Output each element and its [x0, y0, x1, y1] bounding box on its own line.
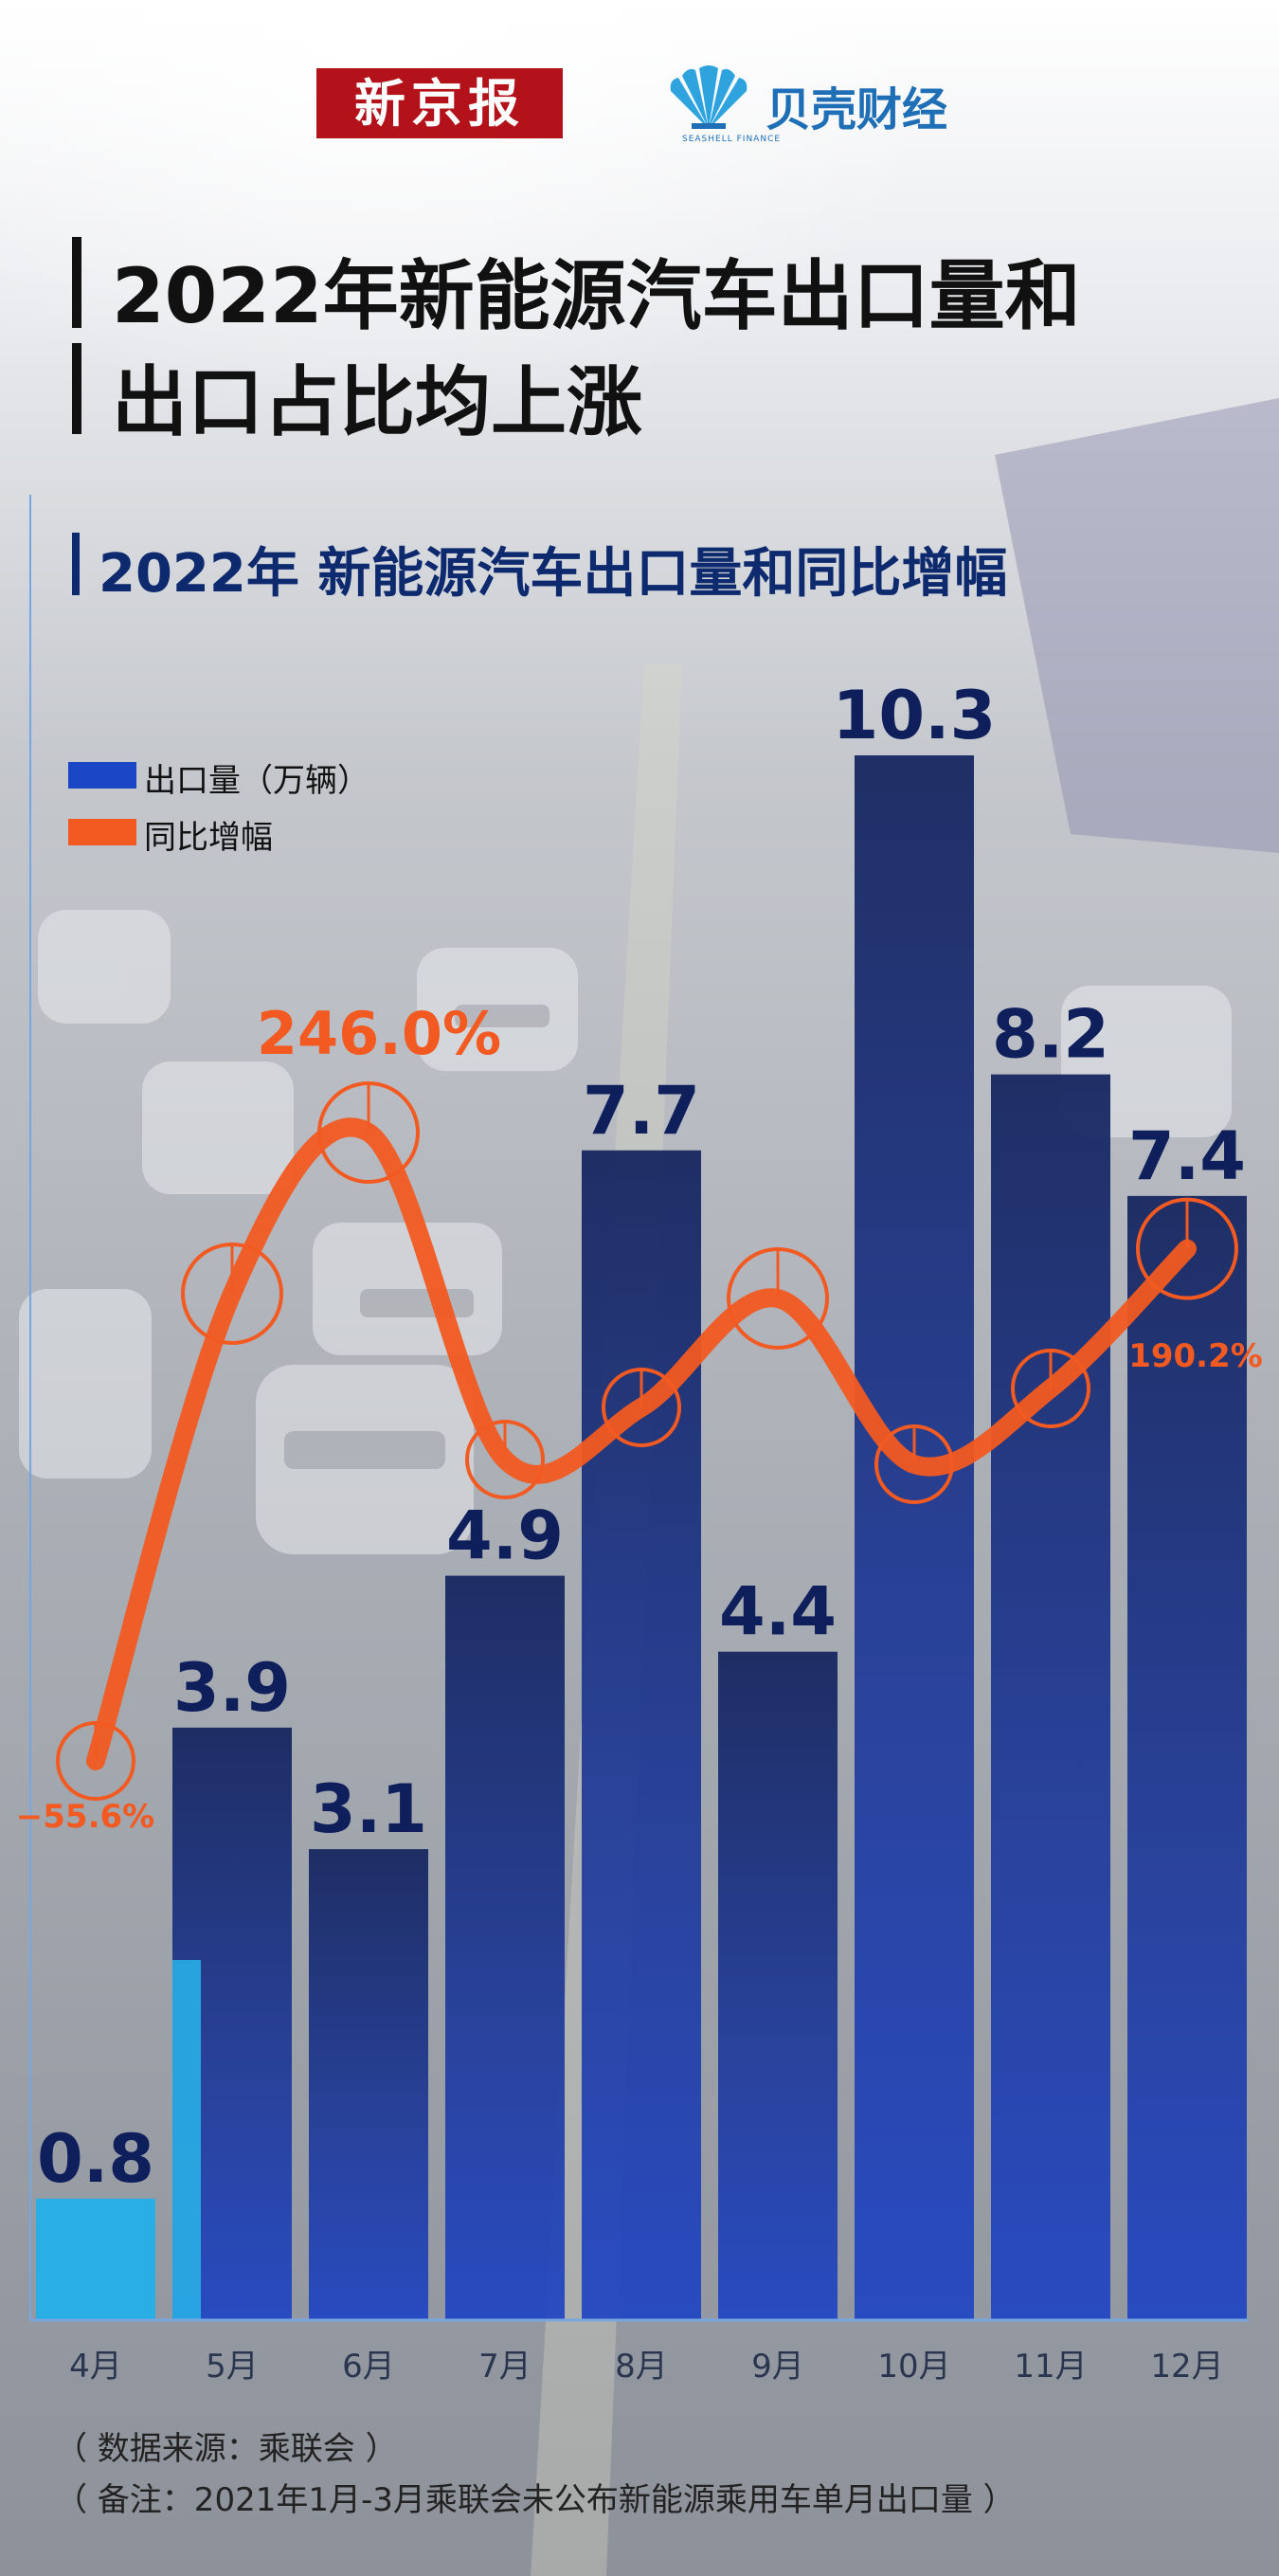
growth-value-label: 190.2% — [1128, 1337, 1263, 1375]
xinjingbao-logo: 新京报 — [316, 68, 563, 138]
bar-7 — [991, 1074, 1110, 2320]
legend-swatch-export — [68, 762, 136, 789]
x-tick-label: 9月 — [751, 2348, 804, 2386]
x-tick-label: 7月 — [478, 2348, 531, 2386]
legend-label-export: 出口量（万辆） — [144, 762, 369, 800]
bar-value-label: 7.7 — [583, 1072, 700, 1150]
bar-0 — [36, 2198, 155, 2320]
data-source-note: （ 数据来源：乘联会 ） — [55, 2430, 398, 2468]
chart-subtitle: 2022年 新能源汽车出口量和同比增幅 — [99, 543, 1008, 605]
bar-4 — [582, 1150, 701, 2320]
title-accent-bar — [72, 237, 81, 328]
legend-swatch-growth — [68, 819, 136, 845]
bar-3 — [445, 1575, 565, 2320]
x-tick-label: 5月 — [206, 2348, 259, 2386]
bar-5 — [718, 1651, 838, 2320]
x-tick-label: 12月 — [1150, 2348, 1223, 2386]
bar-8 — [1127, 1195, 1247, 2320]
remark-note: （ 备注：2021年1月-3月乘联会未公布新能源乘用车单月出口量 ） — [55, 2481, 1016, 2519]
bar-value-label: 0.8 — [37, 2120, 154, 2198]
subtitle-accent-bar — [72, 533, 80, 595]
bar-value-label: 10.3 — [833, 677, 997, 754]
x-tick-label: 4月 — [69, 2348, 122, 2386]
beike-caijing-logo: 贝壳财经 SEASHELL FINANCE — [663, 63, 976, 150]
bar-value-label: 3.9 — [173, 1649, 291, 1727]
seashell-icon — [670, 65, 748, 129]
page-title-line1: 2022年新能源汽车出口量和 — [112, 252, 1081, 340]
x-tick-label: 10月 — [877, 2348, 950, 2386]
bar-2 — [309, 1849, 428, 2320]
bar-value-label: 4.4 — [719, 1573, 837, 1651]
bar-value-label: 7.4 — [1128, 1117, 1246, 1195]
beike-caijing-wordmark: 贝壳财经 — [766, 83, 948, 136]
x-tick-label: 11月 — [1014, 2348, 1087, 2386]
title-accent-bar — [72, 343, 81, 434]
growth-value-label: 246.0% — [257, 999, 501, 1068]
bar-value-label: 4.9 — [446, 1497, 564, 1575]
legend-label-growth: 同比增幅 — [144, 819, 273, 857]
bar-value-label: 3.1 — [310, 1770, 427, 1848]
bar-accent — [172, 1960, 201, 2320]
bar-value-label: 8.2 — [992, 996, 1109, 1074]
growth-value-label: −55.6% — [16, 1798, 154, 1836]
beike-caijing-subtext: SEASHELL FINANCE — [682, 135, 782, 144]
x-tick-label: 8月 — [615, 2348, 668, 2386]
x-tick-label: 6月 — [342, 2348, 395, 2386]
bar-6 — [855, 755, 974, 2320]
page-title-line2: 出口占比均上涨 — [112, 358, 642, 446]
